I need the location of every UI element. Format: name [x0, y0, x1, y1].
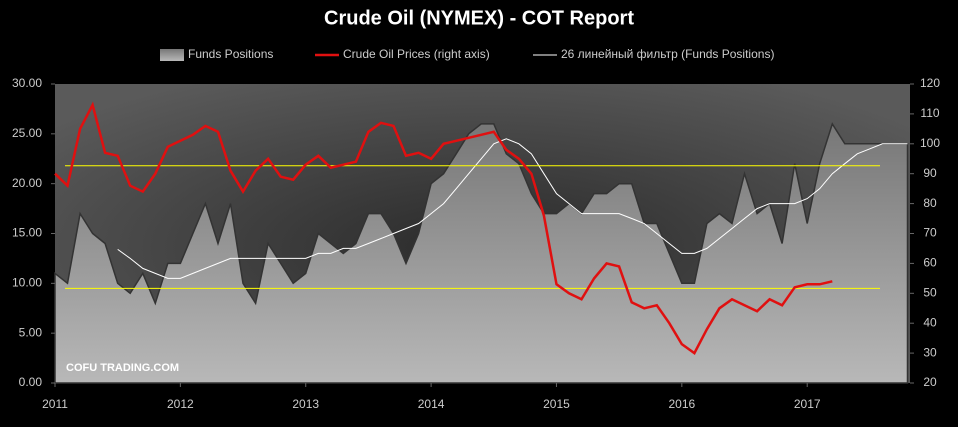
y2-tick-label: 80 — [923, 196, 937, 210]
y-tick-label: 25.00 — [12, 126, 42, 140]
y2-tick-label: 20 — [923, 375, 937, 389]
x-tick-label: 2016 — [668, 397, 695, 411]
legend-label: Crude Oil Prices (right axis) — [343, 47, 490, 61]
legend-label: Funds Positions — [188, 47, 273, 61]
y-tick-label: 20.00 — [12, 176, 42, 190]
y2-tick-label: 70 — [923, 226, 937, 240]
y2-tick-label: 40 — [923, 315, 937, 329]
area — [54, 122, 909, 384]
x-tick-label: 2014 — [418, 397, 445, 411]
x-tick-label: 2011 — [42, 397, 68, 411]
y2-tick-label: 50 — [923, 285, 937, 299]
watermark: COFU TRADING.COM — [66, 362, 179, 374]
line — [54, 101, 833, 355]
y2-tick-label: 90 — [923, 166, 937, 180]
y2-tick-label: 30 — [923, 345, 937, 359]
y-tick-label: 0.00 — [19, 375, 43, 389]
y-tick-label: 10.00 — [12, 276, 42, 290]
y2-tick-label: 120 — [920, 76, 940, 90]
y-tick-label: 5.00 — [19, 325, 43, 339]
x-tick-label: 2017 — [794, 397, 821, 411]
x-tick-label: 2012 — [167, 397, 194, 411]
line — [117, 138, 908, 279]
legend-swatch — [160, 49, 184, 61]
x-tick-label: 2015 — [543, 397, 570, 411]
y2-tick-label: 110 — [920, 106, 939, 120]
x-tick-label: 2013 — [292, 397, 319, 411]
y2-tick-label: 60 — [923, 256, 937, 270]
y-tick-label: 30.00 — [12, 76, 42, 90]
y2-tick-label: 100 — [920, 136, 940, 150]
chart-title: Crude Oil (NYMEX) - COT Report — [324, 7, 634, 29]
legend-label: 26 линейный фильтр (Funds Positions) — [561, 47, 774, 61]
y-tick-label: 15.00 — [12, 226, 42, 240]
